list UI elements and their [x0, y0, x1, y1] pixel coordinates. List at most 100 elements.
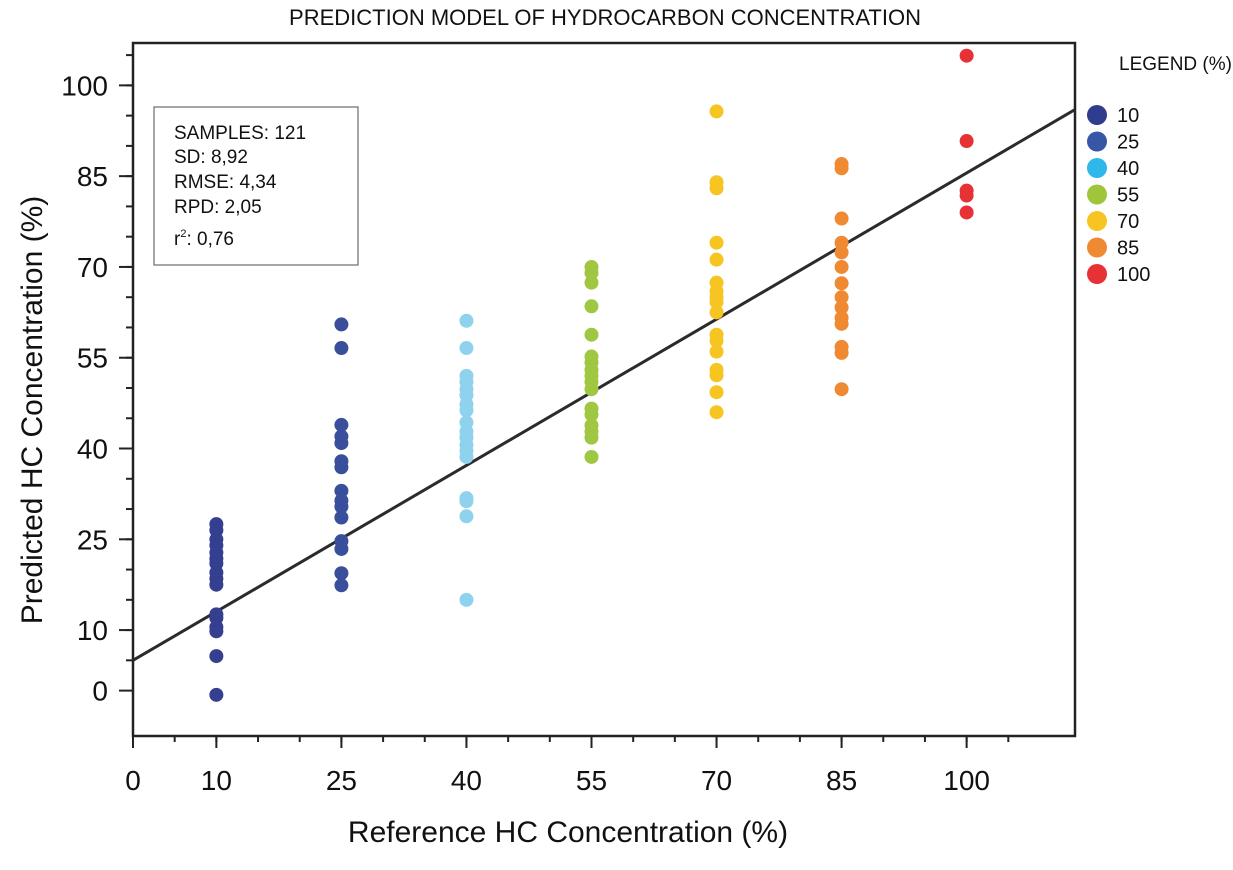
data-point-85: [834, 235, 849, 250]
data-point-70: [709, 104, 724, 119]
data-point-100: [959, 183, 974, 198]
data-point-40: [459, 491, 474, 506]
data-point-40: [459, 592, 474, 607]
data-point-40: [459, 368, 474, 383]
y-tick-label: 55: [77, 343, 108, 374]
regression-line: [132, 108, 1076, 662]
y-tick-label: 100: [61, 70, 108, 101]
legend-label-10: 10: [1117, 105, 1139, 127]
data-point-100: [959, 48, 974, 63]
data-point-40: [459, 313, 474, 328]
legend-label-70: 70: [1117, 211, 1139, 233]
data-point-55: [584, 349, 599, 364]
y-axis: 0 10 25 40 55 70 85 100: [61, 70, 133, 707]
x-axis: 0 10 25 40 55 70 85 100: [125, 736, 990, 796]
stats-r2: r2: 0,76: [174, 228, 234, 250]
data-point-70: [709, 235, 724, 250]
legend-label-40: 40: [1117, 158, 1139, 180]
data-point-55: [584, 401, 599, 416]
data-point-10: [209, 517, 224, 532]
data-point-85: [834, 300, 849, 315]
y-tick-label: 10: [77, 615, 108, 646]
legend-label-55: 55: [1117, 185, 1139, 207]
data-point-70: [709, 405, 724, 420]
legend-marker-100: [1087, 264, 1107, 284]
x-tick-label: 40: [451, 765, 482, 796]
data-point-100: [959, 205, 974, 220]
data-point-25: [334, 317, 349, 332]
y-tick-label: 85: [77, 161, 108, 192]
data-point-25: [334, 417, 349, 432]
data-point-85: [834, 276, 849, 291]
x-tick-label: 100: [943, 765, 990, 796]
legend-marker-70: [1087, 211, 1107, 231]
data-point-10: [209, 607, 224, 622]
data-point-40: [459, 415, 474, 430]
x-tick-label: 10: [201, 765, 232, 796]
data-point-85: [834, 339, 849, 354]
data-points: [209, 48, 974, 702]
stats-samples: SAMPLES: 121: [174, 123, 306, 144]
data-point-70: [709, 385, 724, 400]
data-point-40: [459, 341, 474, 356]
legend: LEGEND (%) 10 25 40 55 70 85 100: [1087, 54, 1232, 286]
stats-box-frame: [153, 106, 359, 266]
data-point-85: [834, 157, 849, 172]
data-point-85: [834, 259, 849, 274]
legend-label-85: 85: [1117, 238, 1139, 260]
data-point-55: [584, 275, 599, 290]
data-point-55: [584, 259, 599, 274]
data-point-10: [209, 649, 224, 664]
data-point-25: [334, 510, 349, 525]
stats-rpd: RPD: 2,05: [174, 197, 262, 218]
data-point-85: [834, 310, 849, 325]
data-point-55: [584, 449, 599, 464]
legend-marker-40: [1087, 158, 1107, 178]
data-point-70: [709, 175, 724, 190]
data-point-70: [709, 327, 724, 342]
data-point-55: [584, 299, 599, 314]
data-point-10: [209, 687, 224, 702]
data-point-70: [709, 362, 724, 377]
data-point-40: [459, 509, 474, 524]
data-point-85: [834, 290, 849, 305]
x-axis-label: Reference HC Concentration (%): [348, 816, 788, 849]
y-tick-label: 25: [77, 524, 108, 555]
data-point-70: [709, 305, 724, 320]
x-tick-label: 85: [826, 765, 857, 796]
data-point-85: [834, 382, 849, 397]
y-axis-label: Predicted HC Concentration (%): [16, 196, 49, 625]
data-point-25: [334, 566, 349, 581]
data-point-25: [334, 454, 349, 469]
x-tick-label: 0: [125, 765, 141, 796]
stats-rmse: RMSE: 4,34: [174, 172, 277, 193]
x-tick-label: 25: [326, 765, 357, 796]
y-tick-label: 0: [92, 676, 108, 707]
legend-marker-25: [1087, 131, 1107, 152]
data-point-85: [834, 211, 849, 226]
chart-title: PREDICTION MODEL OF HYDROCARBON CONCENTR…: [289, 5, 921, 30]
data-point-55: [584, 418, 599, 433]
data-point-85: [834, 245, 849, 260]
legend-marker-55: [1087, 184, 1107, 205]
stats-sd: SD: 8,92: [174, 147, 248, 168]
legend-label-100: 100: [1117, 264, 1150, 286]
data-point-70: [709, 275, 724, 290]
y-tick-label: 40: [77, 434, 108, 465]
legend-label-25: 25: [1117, 132, 1139, 154]
legend-marker-10: [1087, 105, 1107, 125]
legend-title: LEGEND (%): [1119, 54, 1232, 75]
data-point-70: [709, 344, 724, 359]
data-point-25: [334, 493, 349, 508]
legend-marker-85: [1087, 237, 1107, 258]
data-point-25: [334, 341, 349, 356]
x-tick-label: 70: [701, 765, 732, 796]
data-point-25: [334, 483, 349, 498]
stats-box: SAMPLES: 121 SD: 8,92 RMSE: 4,34 RPD: 2,…: [153, 106, 359, 266]
plot-frame: [131, 41, 1077, 738]
data-point-55: [584, 327, 599, 342]
y-tick-label: 70: [77, 252, 108, 283]
x-tick-label: 55: [576, 765, 607, 796]
data-point-70: [709, 252, 724, 267]
